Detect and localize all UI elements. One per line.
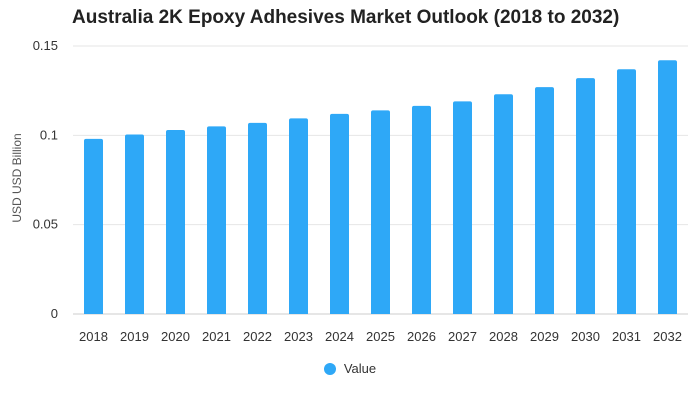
x-tick-label: 2027 bbox=[448, 329, 477, 344]
y-tick-label: 0.15 bbox=[33, 38, 58, 53]
bar-2019[interactable] bbox=[125, 134, 144, 314]
legend-marker bbox=[323, 362, 336, 375]
x-tick-label: 2021 bbox=[202, 329, 231, 344]
bar-2020[interactable] bbox=[166, 129, 185, 314]
x-tick-label: 2025 bbox=[366, 329, 395, 344]
bar-2022[interactable] bbox=[248, 122, 267, 315]
bar-2031[interactable] bbox=[617, 69, 636, 314]
x-tick-label: 2032 bbox=[653, 329, 682, 344]
y-axis-ticks: 0 0.05 0.1 0.15 bbox=[33, 38, 58, 321]
x-axis-ticks: 2018 2019 2020 2021 2022 2023 2024 2025 2026 2027… bbox=[79, 329, 682, 344]
x-tick-label: 2024 bbox=[325, 329, 354, 344]
x-tick-label: 2020 bbox=[161, 329, 190, 344]
x-tick-label: 2031 bbox=[612, 329, 641, 344]
y-tick-label: 0.1 bbox=[40, 127, 58, 142]
x-tick-label: 2030 bbox=[571, 329, 600, 344]
x-tick-label: 2023 bbox=[284, 329, 313, 344]
bar-2028[interactable] bbox=[494, 94, 513, 315]
bars bbox=[84, 60, 677, 315]
bar-2027[interactable] bbox=[453, 101, 472, 315]
bar-2026[interactable] bbox=[412, 105, 431, 314]
x-tick-label: 2028 bbox=[489, 329, 518, 344]
bar-2024[interactable] bbox=[330, 113, 349, 314]
bar-2023[interactable] bbox=[289, 118, 308, 314]
y-tick-label: 0.05 bbox=[33, 217, 58, 232]
x-tick-label: 2029 bbox=[530, 329, 559, 344]
bar-2030[interactable] bbox=[576, 78, 595, 314]
legend-label-value: Value bbox=[343, 361, 377, 376]
bar-2029[interactable] bbox=[535, 87, 554, 315]
legend: Value bbox=[0, 361, 700, 376]
x-tick-label: 2019 bbox=[120, 329, 149, 344]
x-tick-label: 2026 bbox=[407, 329, 436, 344]
y-tick-label: 0 bbox=[51, 306, 58, 321]
chart-title: Australia 2K Epoxy Adhesives Market Outl… bbox=[72, 7, 620, 28]
bar-2025[interactable] bbox=[371, 110, 390, 314]
bar-2018[interactable] bbox=[84, 138, 103, 314]
x-tick-label: 2018 bbox=[79, 329, 108, 344]
y-axis-label: USD USD Billion bbox=[10, 133, 24, 222]
bar-2032[interactable] bbox=[658, 60, 677, 314]
bar-2021[interactable] bbox=[207, 126, 226, 315]
x-tick-label: 2022 bbox=[243, 329, 272, 344]
